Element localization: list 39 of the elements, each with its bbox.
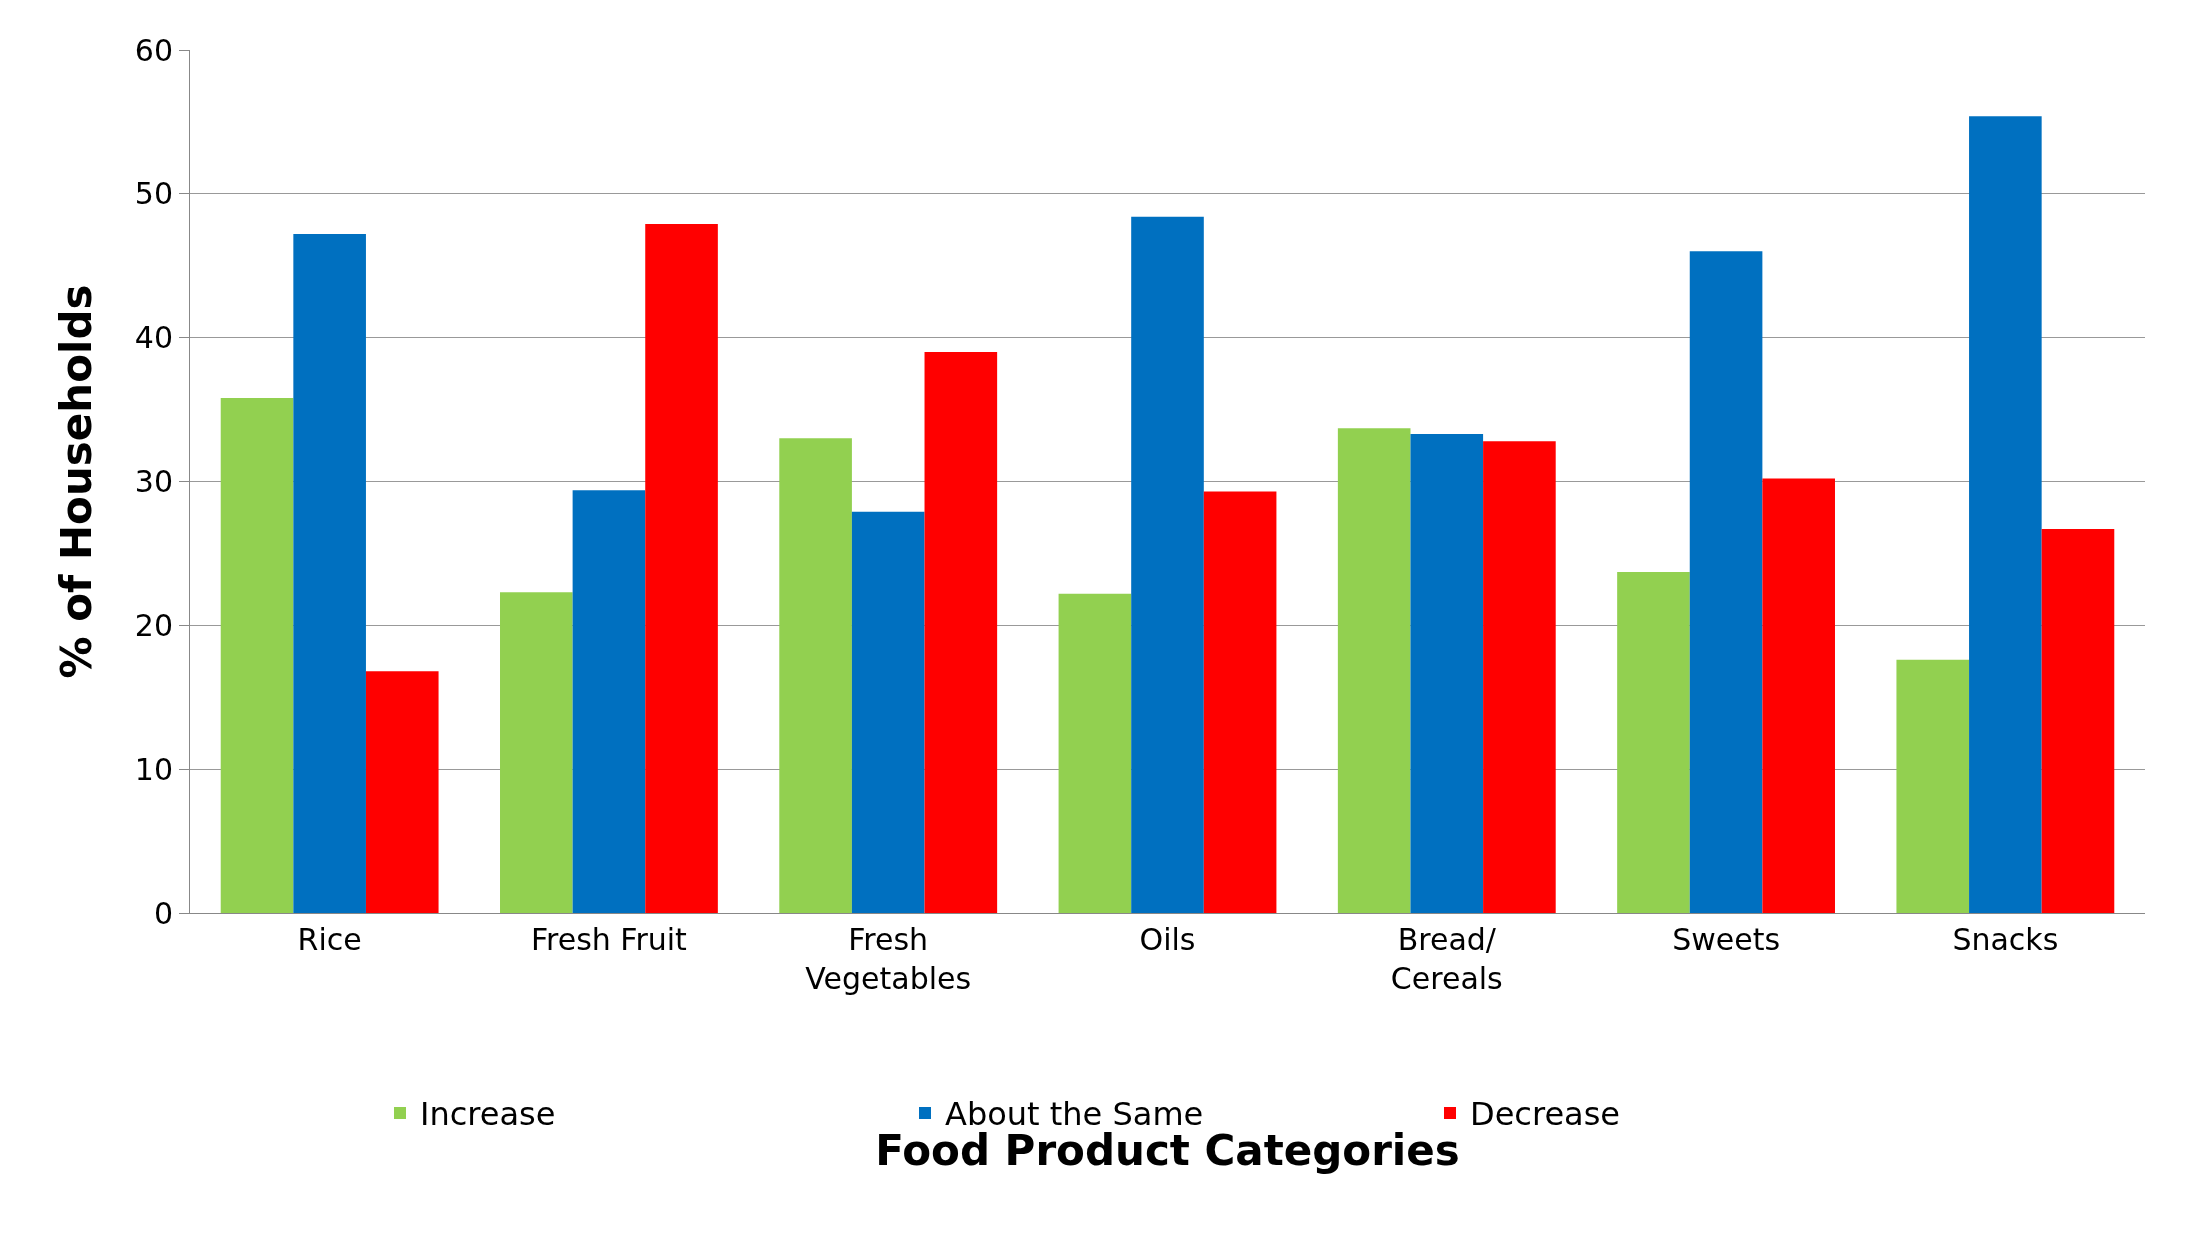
x-tick-label: Rice	[297, 922, 362, 957]
y-tick-label: 20	[134, 607, 173, 643]
y-tick-label: 0	[153, 895, 173, 931]
x-tick-label: Fresh Fruit	[530, 922, 688, 957]
bar	[924, 352, 998, 913]
bar	[1203, 491, 1277, 913]
legend-label: Increase	[420, 1095, 556, 1134]
bar	[1896, 659, 1970, 913]
bar	[365, 671, 439, 913]
bar	[2041, 528, 2115, 913]
x-tick-label: Sweets	[1672, 922, 1781, 957]
bar	[1410, 434, 1484, 913]
bar	[293, 234, 366, 913]
bar	[779, 438, 852, 913]
y-tick-label: 50	[134, 176, 173, 212]
y-tick-label: 10	[134, 751, 173, 787]
x-tick-label: Snacks	[1952, 922, 2059, 957]
bar	[1058, 593, 1132, 913]
x-axis-title: Food Product Categories	[875, 1125, 1460, 1175]
y-tick-label: 30	[134, 464, 173, 499]
bar	[1969, 116, 2042, 913]
bar	[1131, 216, 1204, 913]
legend-label: Decrease	[1470, 1095, 1621, 1134]
y-axis-title: % of Households	[51, 284, 101, 679]
bar	[220, 398, 294, 913]
bar	[572, 490, 646, 913]
x-tick-label: Fresh Vegetables	[805, 922, 972, 996]
bar	[645, 224, 718, 913]
bar	[1617, 572, 1690, 913]
bar	[1337, 428, 1411, 913]
x-tick-label: Bread/ Cereals	[1390, 922, 1503, 996]
bar	[1762, 478, 1835, 913]
bar	[1483, 441, 1556, 913]
y-tick-label: 40	[134, 320, 173, 356]
bar	[500, 592, 573, 913]
x-tick-label: Oils	[1139, 922, 1196, 957]
bar	[851, 511, 925, 913]
y-tick-label: 60	[134, 32, 173, 68]
bar	[1689, 251, 1763, 913]
